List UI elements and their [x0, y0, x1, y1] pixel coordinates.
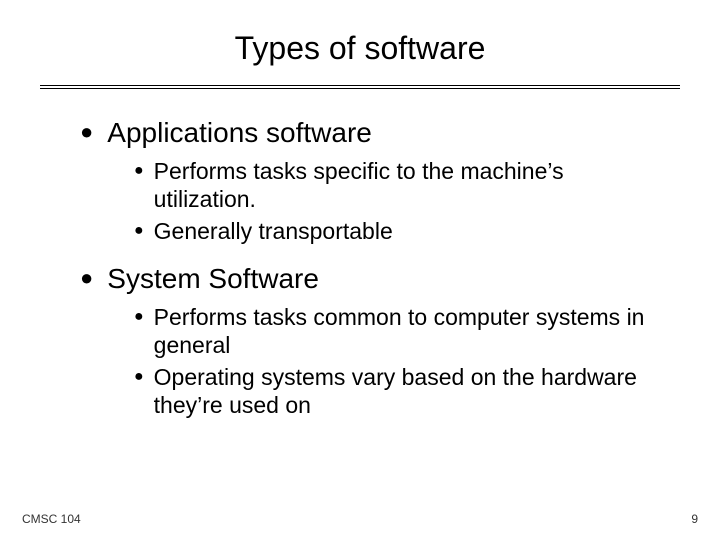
bullet-text: System Software: [107, 263, 319, 295]
bullet-icon: ●: [134, 303, 144, 331]
slide-title: Types of software: [40, 30, 680, 67]
bullet-level1: ● System Software: [80, 263, 660, 295]
bullet-text: Performs tasks specific to the machine’s…: [154, 157, 660, 213]
bullet-level1: ● Applications software: [80, 117, 660, 149]
bullet-text: Performs tasks common to computer system…: [154, 303, 660, 359]
bullet-level2: ● Performs tasks specific to the machine…: [134, 157, 660, 213]
bullet-text: Applications software: [107, 117, 372, 149]
title-divider: [40, 85, 680, 89]
sub-bullet-group: ● Performs tasks specific to the machine…: [80, 157, 660, 245]
bullet-text: Operating systems vary based on the hard…: [154, 363, 660, 419]
bullet-level2: ● Performs tasks common to computer syst…: [134, 303, 660, 359]
bullet-icon: ●: [134, 217, 144, 245]
footer-page-number: 9: [691, 512, 698, 526]
bullet-icon: ●: [134, 363, 144, 391]
bullet-icon: ●: [80, 263, 93, 293]
sub-bullet-group: ● Performs tasks common to computer syst…: [80, 303, 660, 419]
slide-content: ● Applications software ● Performs tasks…: [40, 117, 680, 419]
slide: Types of software ● Applications softwar…: [0, 0, 720, 540]
bullet-icon: ●: [80, 117, 93, 147]
bullet-level2: ● Generally transportable: [134, 217, 660, 245]
footer-course-code: CMSC 104: [22, 512, 81, 526]
bullet-text: Generally transportable: [154, 217, 393, 245]
bullet-icon: ●: [134, 157, 144, 185]
bullet-level2: ● Operating systems vary based on the ha…: [134, 363, 660, 419]
